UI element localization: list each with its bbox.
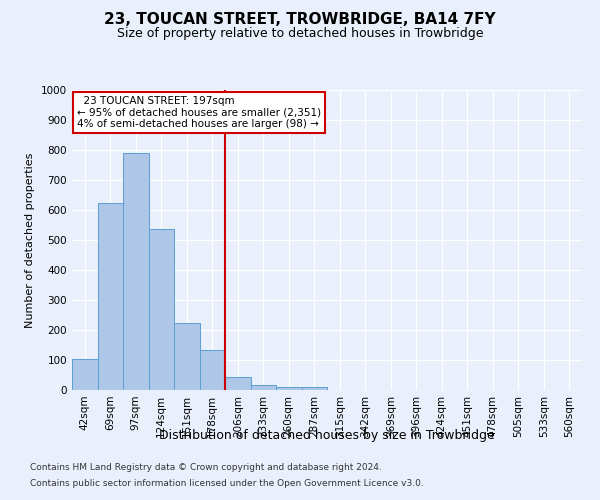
Y-axis label: Number of detached properties: Number of detached properties	[25, 152, 35, 328]
Bar	[225, 378, 251, 390]
Bar	[174, 324, 199, 390]
Bar	[302, 386, 327, 390]
Text: 23 TOUCAN STREET: 197sqm  
← 95% of detached houses are smaller (2,351)
4% of se: 23 TOUCAN STREET: 197sqm ← 95% of detach…	[77, 96, 321, 129]
Text: Contains public sector information licensed under the Open Government Licence v3: Contains public sector information licen…	[30, 478, 424, 488]
Bar	[72, 359, 97, 390]
Text: 23, TOUCAN STREET, TROWBRIDGE, BA14 7FY: 23, TOUCAN STREET, TROWBRIDGE, BA14 7FY	[104, 12, 496, 28]
Bar	[251, 385, 276, 390]
Text: Size of property relative to detached houses in Trowbridge: Size of property relative to detached ho…	[117, 28, 483, 40]
Bar	[276, 386, 302, 390]
Bar	[199, 350, 225, 390]
Text: Contains HM Land Registry data © Crown copyright and database right 2024.: Contains HM Land Registry data © Crown c…	[30, 464, 382, 472]
Bar	[97, 203, 123, 390]
Text: Distribution of detached houses by size in Trowbridge: Distribution of detached houses by size …	[159, 428, 495, 442]
Bar	[123, 154, 149, 390]
Bar	[149, 228, 174, 390]
